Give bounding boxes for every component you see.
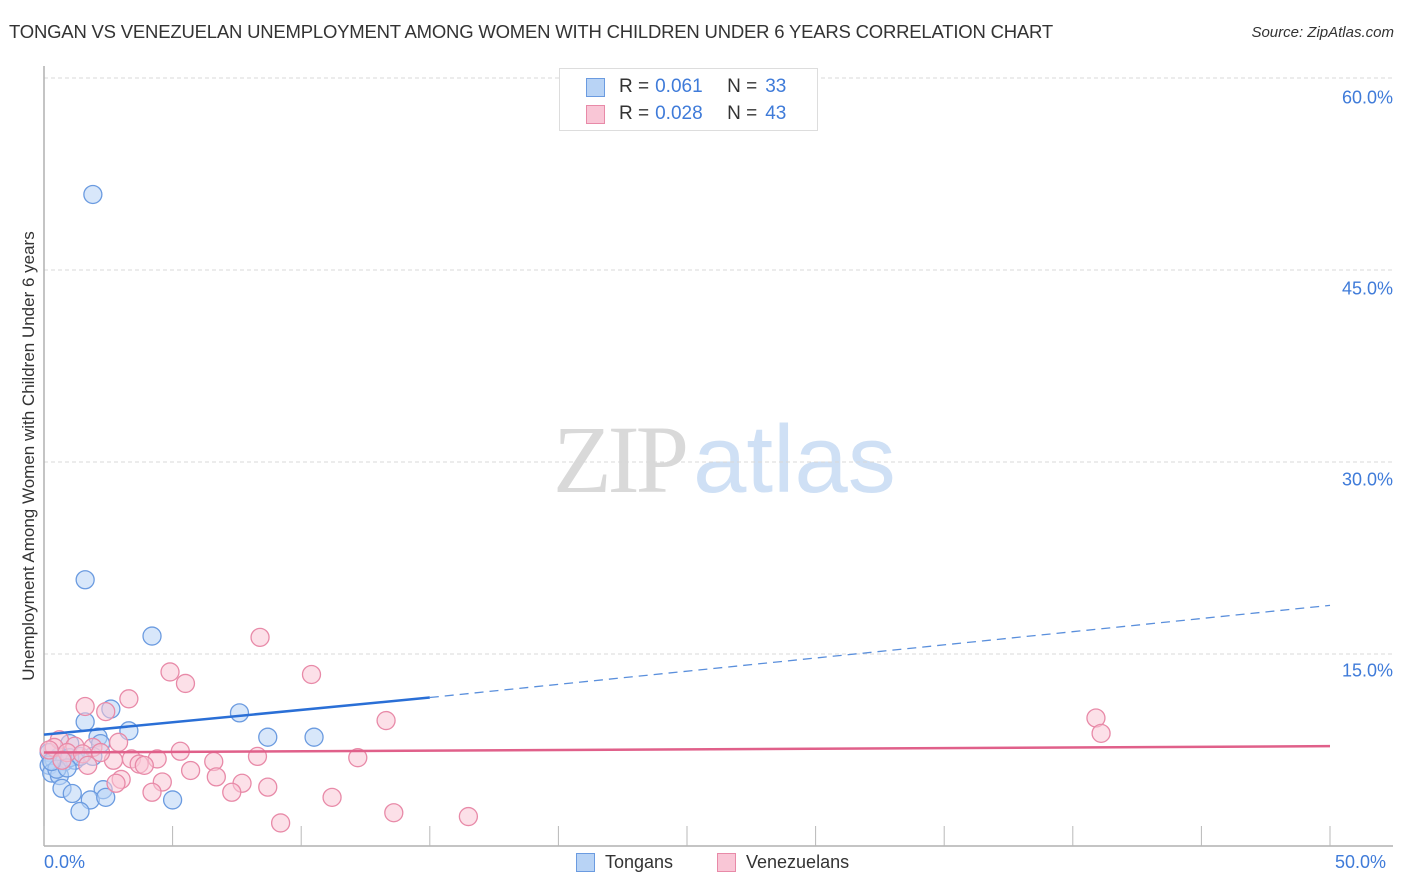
data-point (83, 184, 103, 205)
correlation-legend: R = 0.061 N = 33 R = 0.028 N = 43 (559, 68, 818, 131)
data-point (322, 787, 342, 808)
data-point (160, 662, 180, 682)
data-point (62, 783, 82, 804)
venezuelans-trendline (43, 744, 1331, 754)
y-tick-60: 60.0% (1341, 87, 1393, 108)
data-point (142, 626, 162, 646)
tongans-trendline-extension (429, 604, 1331, 699)
data-point (258, 777, 278, 797)
data-point (304, 727, 324, 747)
n-value: 33 (765, 76, 787, 97)
venezuelans-swatch (586, 104, 605, 124)
data-point (229, 703, 250, 723)
data-point (384, 803, 404, 823)
data-point (134, 755, 154, 776)
tongans-trendline (43, 696, 430, 736)
trendlines (43, 604, 1331, 754)
data-point (348, 748, 368, 768)
legend-row-venezuelans: R = 0.028 N = 43 (586, 102, 786, 126)
y-tick-45: 45.0% (1341, 278, 1393, 299)
data-point (247, 746, 268, 767)
data-point (75, 570, 95, 590)
tongans-legend-label: Tongans (605, 852, 674, 872)
legend-item-venezuelans[interactable]: Venezuelans (717, 852, 849, 873)
r-label: R = (619, 103, 650, 124)
axes (43, 66, 1393, 847)
data-point (175, 673, 196, 694)
data-point (119, 689, 139, 709)
data-point (458, 806, 479, 827)
y-axis-label: Unemployment Among Women with Children U… (19, 231, 38, 681)
data-point (162, 790, 183, 810)
data-point (52, 750, 72, 770)
r-label: R = (619, 76, 650, 97)
data-point (180, 760, 201, 781)
data-point (376, 710, 396, 731)
y-tick-15: 15.0% (1341, 660, 1393, 681)
venezuelans-legend-label: Venezuelans (746, 852, 850, 872)
n-value: 43 (765, 103, 787, 124)
legend-row-tongans: R = 0.061 N = 33 (586, 75, 786, 99)
data-point (142, 782, 162, 802)
tongans-legend-swatch (576, 853, 595, 872)
n-label: N = (727, 103, 758, 124)
r-value: 0.061 (655, 76, 703, 97)
data-point (222, 782, 242, 802)
data-point (270, 813, 291, 833)
legend-item-tongans[interactable]: Tongans (576, 852, 673, 873)
y-tick-30: 30.0% (1341, 469, 1393, 490)
data-point (96, 787, 116, 808)
x-tick-0: 0.0% (44, 852, 86, 872)
data-point (250, 627, 270, 648)
chart-title: TONGAN VS VENEZUELAN UNEMPLOYMENT AMONG … (9, 21, 1053, 42)
data-point (258, 727, 278, 747)
data-point (106, 773, 126, 793)
tongans-swatch (586, 77, 605, 97)
data-point (96, 701, 116, 722)
x-tick-50: 50.0% (1335, 852, 1387, 872)
data-point (39, 740, 59, 760)
data-point (70, 801, 90, 822)
data-point (75, 696, 95, 717)
gridlines (44, 77, 1393, 655)
n-label: N = (727, 76, 758, 97)
data-point (108, 732, 129, 752)
tongans-points (39, 184, 324, 822)
data-point (206, 767, 226, 787)
r-value: 0.028 (655, 103, 703, 124)
venezuelans-points (39, 627, 1111, 833)
source-credit: Source: ZipAtlas.com (1251, 24, 1394, 41)
data-point (301, 664, 322, 685)
data-point (78, 755, 98, 776)
venezuelans-legend-swatch (717, 853, 736, 872)
data-point (1091, 723, 1111, 744)
